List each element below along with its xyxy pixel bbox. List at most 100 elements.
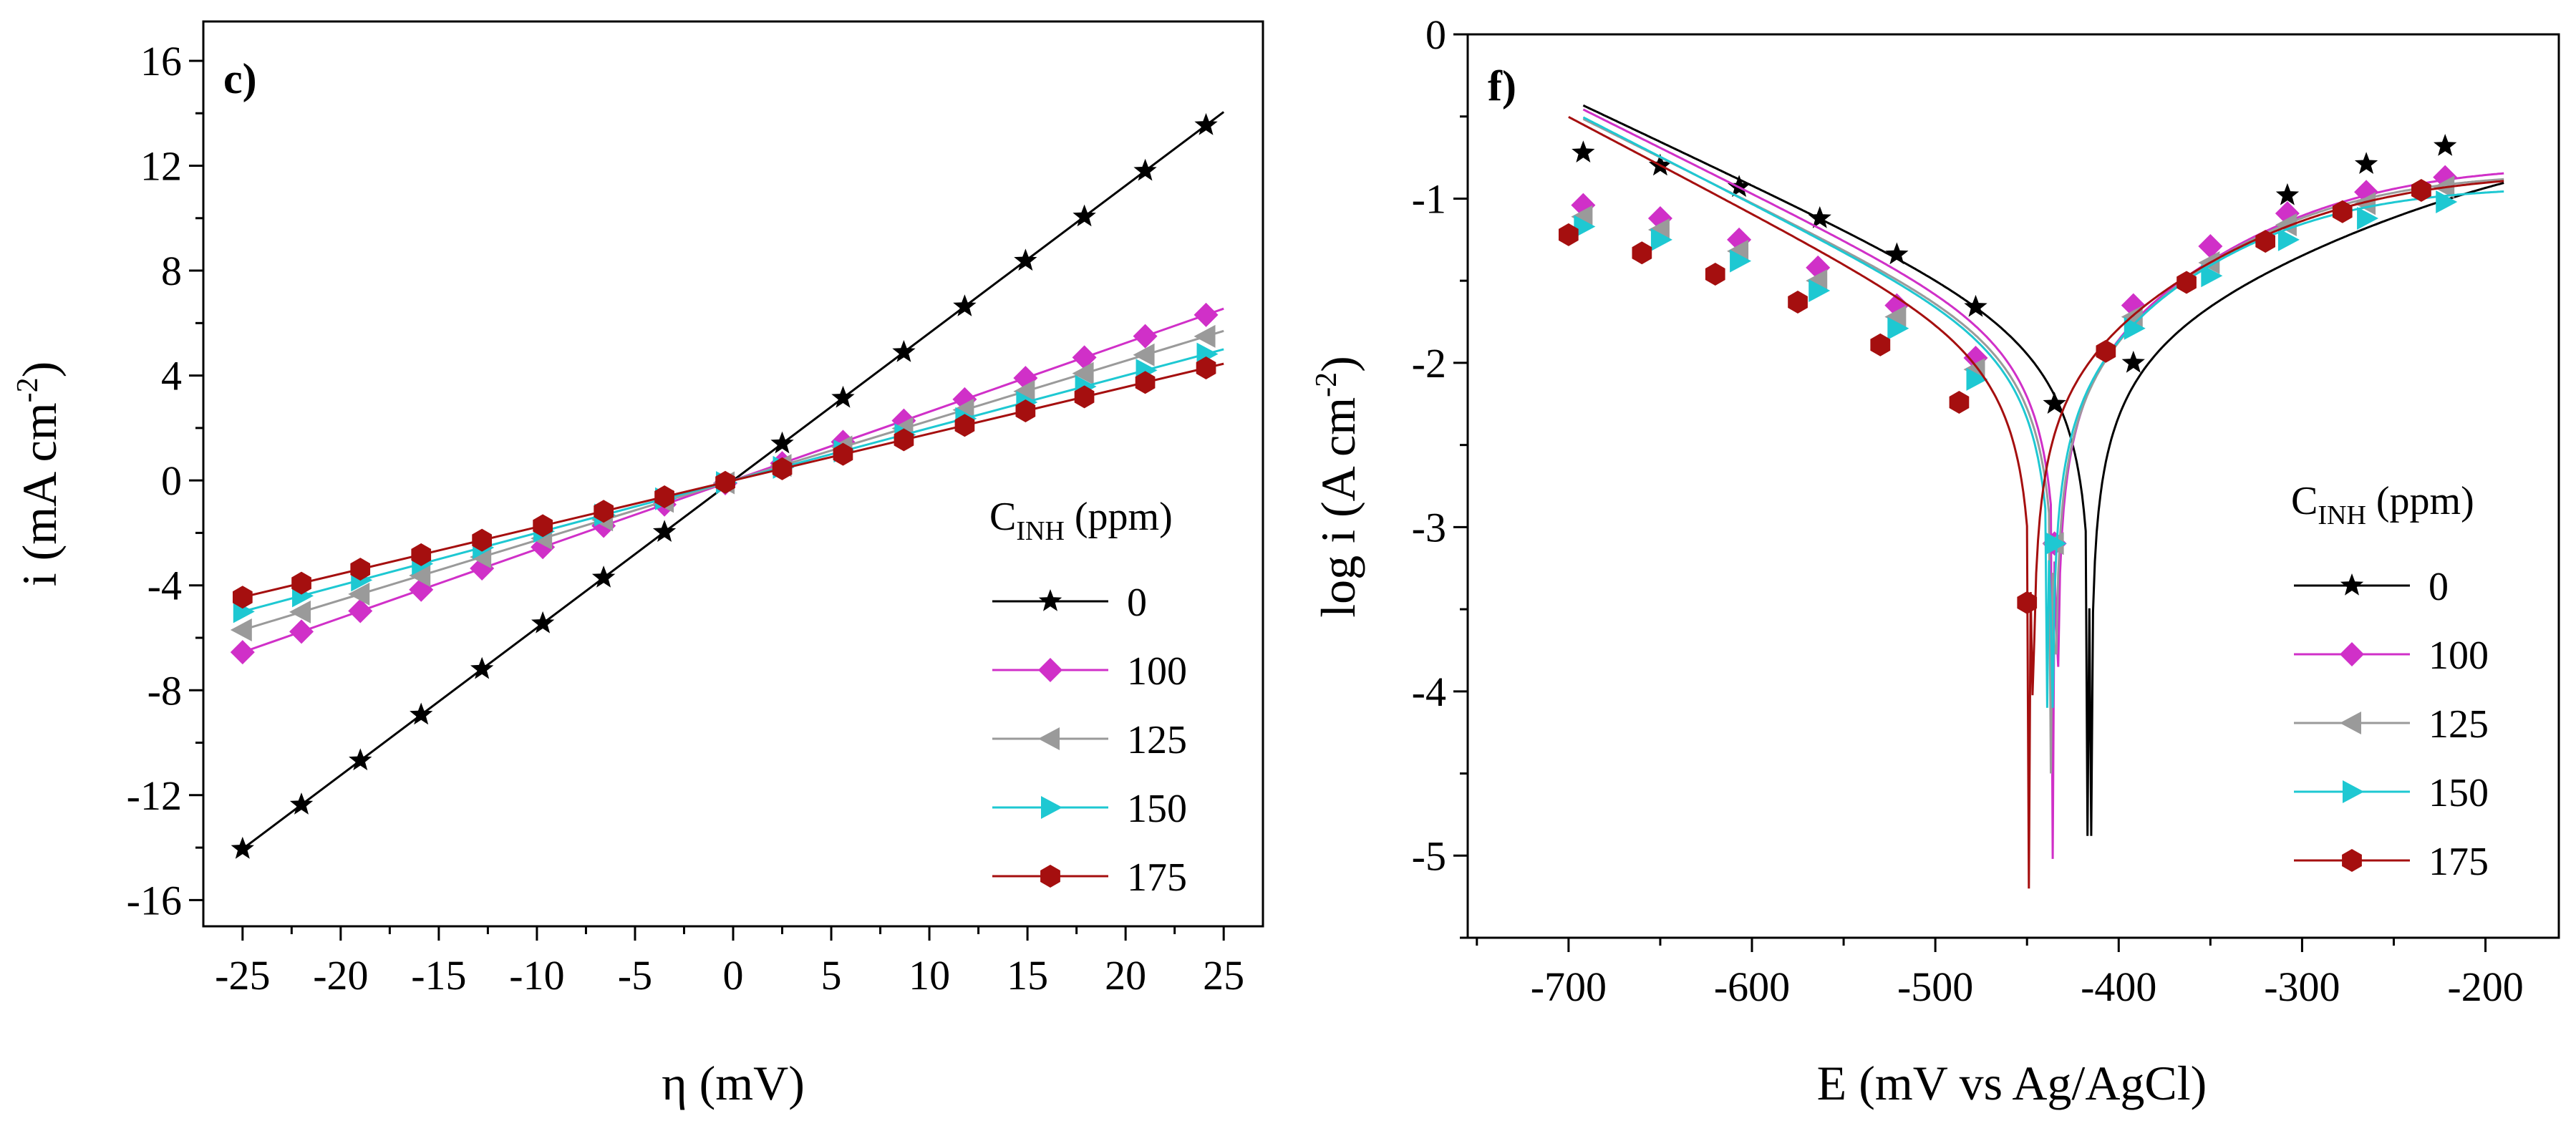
panel-c-data-point-175: [954, 414, 975, 437]
panel-c-x-tick-label: 0: [723, 952, 744, 999]
panel-c-data-point-175: [291, 571, 311, 595]
panel-c-data-point-0: [1133, 158, 1157, 181]
panel-c-data-point-0: [953, 294, 977, 316]
panel-c-data-point-0: [591, 566, 616, 588]
panel-f-data-point-150: [1887, 316, 1909, 340]
panel-c-legend-label-150: 150: [1127, 787, 1187, 831]
panel-f-legend-marker-175: [2342, 849, 2362, 872]
panel-c-x-tick-label: -20: [313, 952, 368, 999]
panel-c-data-point-125: [1013, 379, 1035, 403]
panel-f-x-tick-label: -200: [2447, 964, 2523, 1010]
panel-f-data-point-150: [1730, 249, 1752, 273]
panel-c-data-point-0: [470, 656, 494, 679]
panel-c-chart: -25 -20 -15 -10 -5 0 5 10 15 20 25 -16 -12 -8 -4 0 4 8 12 1…: [11, 20, 1264, 1110]
panel-f-data-point-150: [2357, 206, 2379, 230]
panel-c-y-tick-label: 16: [140, 38, 182, 84]
panel-c-data-point-0: [1194, 112, 1218, 135]
panel-c-data-point-175: [715, 470, 735, 494]
panel-f-x-tick-label: -400: [2081, 964, 2156, 1010]
panel-c-y-tick-label: 4: [161, 353, 182, 399]
panel-f-data-point-175: [1788, 291, 1808, 314]
panel-f-label: f): [1488, 62, 1516, 110]
panel-c-data-point-175: [894, 428, 914, 452]
panel-f-data-point-0: [2043, 392, 2066, 414]
panel-f-data-point-150: [2124, 316, 2146, 340]
panel-f-series-0: [1572, 104, 2504, 836]
panel-c-data-point-0: [531, 611, 555, 634]
panel-f-data-point-150: [1966, 367, 1988, 391]
panel-f-legend-marker-100: [2340, 642, 2364, 666]
panel-c-x-axis-title: η (mV): [662, 1056, 805, 1110]
panel-f-data-point-0: [2121, 350, 2145, 373]
panel-c-data-point-0: [1014, 248, 1037, 271]
panel-f-data-point-175: [2017, 591, 2038, 614]
panel-f-legend-marker-125: [2340, 712, 2361, 734]
panel-c-x-tick-label: 10: [909, 952, 950, 999]
panel-c-x-tick-label: 25: [1203, 952, 1244, 999]
panel-c-legend-entry-100: 100: [992, 649, 1187, 694]
panel-f-data-point-175: [2255, 230, 2275, 253]
panel-c-data-point-175: [772, 457, 793, 480]
panel-f-x-axis-title: E (mV vs Ag/AgCl): [1817, 1056, 2207, 1110]
panel-c-y-tick-label: 8: [161, 248, 182, 294]
panel-c-data-point-125: [230, 618, 252, 641]
panel-c-data-point-175: [654, 485, 674, 508]
panel-c-data-point-0: [652, 520, 677, 542]
panel-c-x-tick-label: -5: [618, 952, 652, 999]
panel-c-legend-marker-175: [1040, 865, 1060, 888]
panel-c-data-point-175: [350, 558, 371, 581]
panel-c-x-tick-label: -10: [509, 952, 564, 999]
panel-f-data-point-0: [2275, 183, 2300, 205]
panel-c-legend-label-100: 100: [1127, 649, 1187, 694]
panel-f-data-point-175: [2096, 339, 2116, 363]
panel-c-legend-entry-175: 175: [992, 855, 1187, 900]
panel-c-data-point-125: [289, 600, 311, 623]
panel-f-data-point-125: [1884, 305, 1907, 329]
panel-f-y-tick-label: -5: [1412, 833, 1446, 879]
panel-f-data-point-175: [2176, 271, 2197, 294]
panel-c-x-tick-label: -25: [215, 952, 270, 999]
panel-c-data-point-125: [1072, 361, 1094, 385]
panel-f-data-point-175: [1949, 391, 1970, 414]
panel-f-legend-title: CINH (ppm): [2291, 479, 2474, 530]
panel-c-data-point-0: [410, 702, 433, 725]
panel-f-legend-marker-0: [2340, 573, 2364, 596]
panel-f-x-tick-label: -300: [2264, 964, 2340, 1010]
panel-f-data-point-0: [1964, 294, 1987, 317]
panel-f-data-point-125: [2275, 213, 2297, 237]
panel-f-legend-entry-150: 150: [2294, 771, 2489, 815]
panel-c-data-point-100: [1133, 324, 1158, 349]
panel-c-data-point-125: [409, 563, 431, 587]
panel-f-series-line-0: [1582, 104, 2504, 836]
panel-f-data-point-150: [2436, 190, 2458, 214]
panel-f-data-point-0: [1808, 206, 1831, 228]
panel-c-legend: CINH (ppm) 0 100 125 150 175: [989, 495, 1187, 900]
panel-c-legend-marker-150: [1041, 796, 1062, 819]
panel-c-data-point-100: [1072, 345, 1097, 370]
panel-c-data-point-175: [233, 586, 253, 609]
panel-c-data-point-0: [770, 431, 794, 454]
panel-c-data-point-125: [1193, 324, 1216, 348]
panel-f-legend: CINH (ppm) 0 100 125 150 175: [2291, 479, 2489, 884]
panel-c-data-point-100: [289, 619, 314, 644]
panel-c-data-point-125: [348, 582, 370, 606]
panel-f-data-point-150: [2201, 264, 2223, 288]
panel-c-data-point-175: [472, 528, 492, 552]
panel-c-legend-entry-125: 125: [992, 718, 1187, 762]
panel-f-series-175: [1559, 115, 2504, 889]
panel-f-legend-entry-125: 125: [2294, 702, 2489, 747]
panel-c-y-tick-label: -16: [127, 877, 182, 923]
panel-f-legend-label-0: 0: [2429, 565, 2449, 609]
panel-f-data-point-0: [2354, 152, 2378, 174]
panel-c-y-tick-label: -12: [127, 772, 182, 819]
panel-f-y-tick-label: -3: [1412, 504, 1446, 550]
panel-c-legend-entry-150: 150: [992, 787, 1187, 831]
panel-c-data-point-175: [594, 500, 614, 523]
panel-c-data-point-0: [892, 340, 916, 362]
panel-f-data-point-0: [1572, 140, 1595, 162]
panel-f-x-tick-label: -600: [1714, 964, 1790, 1010]
panel-c-legend-title: CINH (ppm): [989, 495, 1173, 546]
panel-f-y-tick-label: -4: [1412, 669, 1446, 715]
panel-c-data-point-0: [349, 748, 372, 771]
panel-c-data-point-0: [289, 792, 314, 815]
